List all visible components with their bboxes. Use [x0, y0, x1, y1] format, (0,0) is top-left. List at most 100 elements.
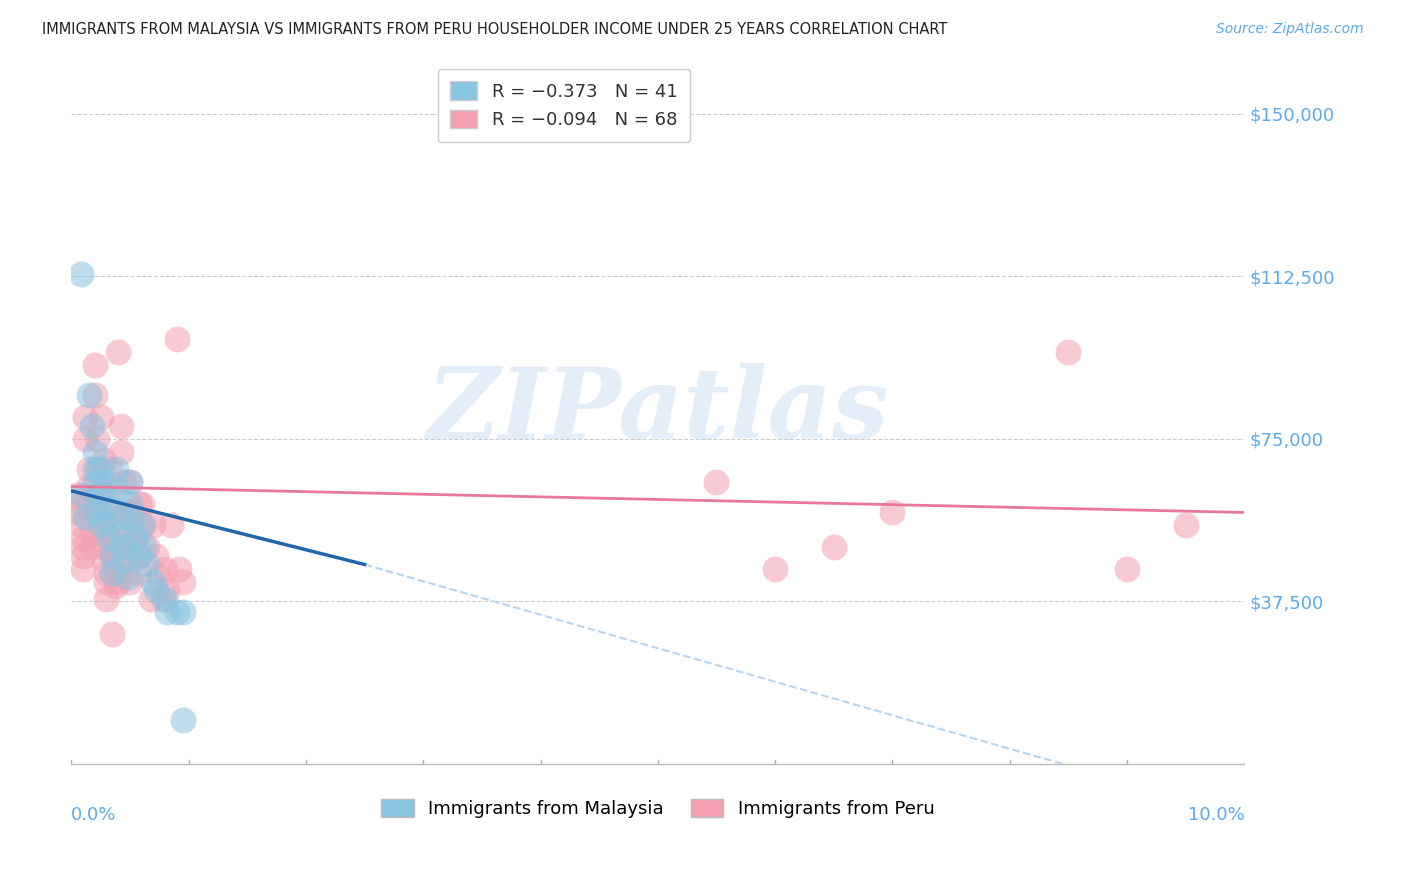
Text: Source: ZipAtlas.com: Source: ZipAtlas.com [1216, 22, 1364, 37]
Point [112, 506, 135, 520]
Point [93, 523, 115, 537]
Point [167, 562, 190, 576]
Point [118, 497, 141, 511]
Point [142, 518, 165, 533]
Point [93, 553, 115, 567]
Point [166, 605, 188, 619]
Point [86, 506, 108, 520]
Point [93, 540, 115, 554]
Point [72, 488, 94, 502]
Point [104, 540, 127, 554]
Point [82, 418, 104, 433]
Point [83, 358, 105, 372]
Point [101, 506, 124, 520]
Point [136, 558, 159, 572]
Point [131, 497, 153, 511]
Point [83, 388, 105, 402]
Point [96, 574, 118, 589]
Point [82, 509, 104, 524]
Point [128, 549, 150, 563]
Point [90, 518, 112, 533]
Point [156, 583, 179, 598]
Point [107, 483, 129, 498]
Point [96, 501, 118, 516]
Point [104, 462, 127, 476]
Point [112, 553, 135, 567]
Point [110, 418, 132, 433]
Point [82, 527, 104, 541]
Point [706, 475, 728, 490]
Point [97, 462, 120, 476]
Point [110, 527, 132, 541]
Point [93, 475, 115, 490]
Point [117, 532, 139, 546]
Text: IMMIGRANTS FROM MALAYSIA VS IMMIGRANTS FROM PERU HOUSEHOLDER INCOME UNDER 25 YEA: IMMIGRANTS FROM MALAYSIA VS IMMIGRANTS F… [42, 22, 948, 37]
Point [86, 462, 108, 476]
Point [118, 574, 141, 589]
Point [128, 549, 150, 563]
Point [121, 514, 143, 528]
Point [96, 566, 118, 581]
Point [152, 592, 174, 607]
Point [172, 605, 194, 619]
Point [77, 462, 100, 476]
Point [172, 574, 194, 589]
Point [93, 453, 115, 467]
Point [97, 532, 120, 546]
Point [75, 432, 97, 446]
Point [132, 540, 155, 554]
Point [72, 562, 94, 576]
Point [69, 518, 91, 533]
Point [97, 483, 120, 498]
Point [153, 562, 176, 576]
Point [132, 518, 155, 533]
Point [139, 592, 162, 607]
Point [1116, 562, 1139, 576]
Point [763, 562, 786, 576]
Point [1174, 518, 1197, 533]
Point [77, 497, 100, 511]
Point [101, 549, 124, 563]
Point [66, 506, 89, 520]
Point [69, 267, 91, 281]
Text: 0.0%: 0.0% [72, 806, 117, 824]
Point [112, 540, 135, 554]
Point [110, 445, 132, 459]
Point [128, 566, 150, 581]
Point [104, 566, 127, 581]
Point [83, 475, 105, 490]
Point [166, 332, 188, 346]
Point [117, 553, 139, 567]
Point [72, 549, 94, 563]
Point [83, 462, 105, 476]
Point [75, 410, 97, 425]
Point [125, 532, 148, 546]
Point [96, 488, 118, 502]
Point [145, 583, 167, 598]
Point [1057, 345, 1080, 359]
Point [118, 475, 141, 490]
Point [172, 714, 194, 728]
Point [882, 506, 904, 520]
Point [104, 553, 127, 567]
Point [75, 509, 97, 524]
Text: 10.0%: 10.0% [1188, 806, 1244, 824]
Point [72, 532, 94, 546]
Point [90, 462, 112, 476]
Point [118, 475, 141, 490]
Point [153, 592, 176, 607]
Point [117, 570, 139, 584]
Point [83, 445, 105, 459]
Point [112, 475, 135, 490]
Point [160, 518, 183, 533]
Point [96, 592, 118, 607]
Point [90, 410, 112, 425]
Point [145, 549, 167, 563]
Point [96, 514, 118, 528]
Point [72, 540, 94, 554]
Point [86, 432, 108, 446]
Point [101, 627, 124, 641]
Point [131, 518, 153, 533]
Point [69, 497, 91, 511]
Point [86, 488, 108, 502]
